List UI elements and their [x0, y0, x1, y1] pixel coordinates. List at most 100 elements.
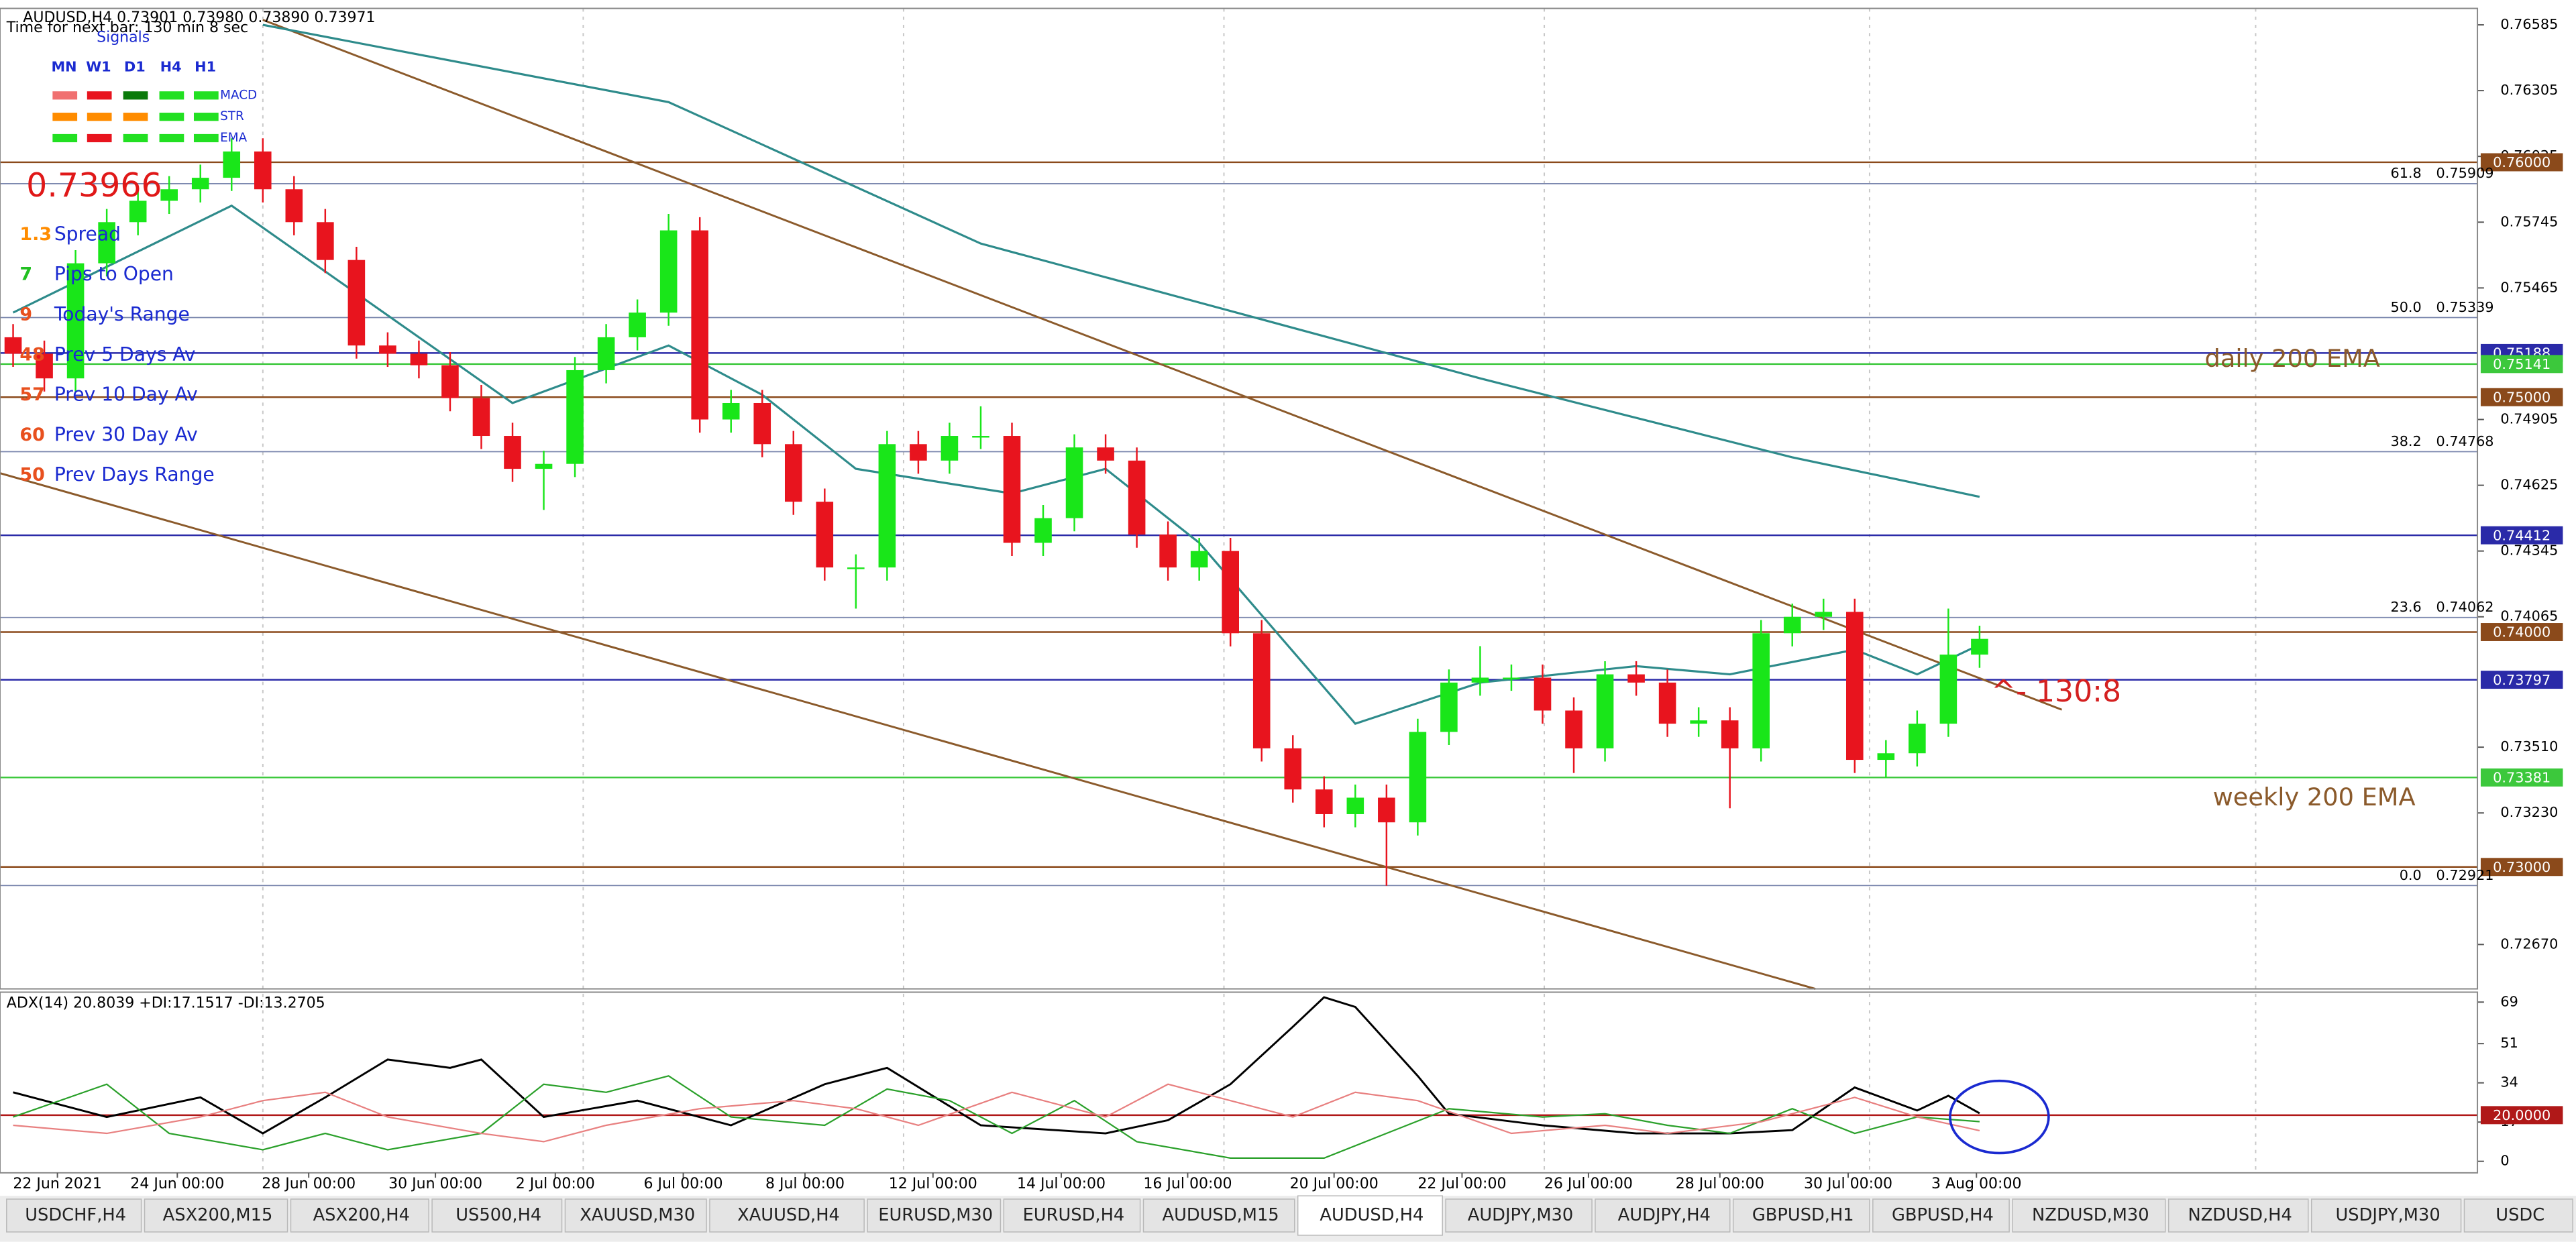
tab[interactable]	[1297, 1195, 1443, 1236]
tab-label[interactable]: AUDUSD,H4	[1320, 1205, 1424, 1225]
level-label: 0.74000	[2493, 624, 2551, 640]
level-label-box	[2480, 526, 2563, 545]
candle-body	[1252, 633, 1271, 748]
candle-body	[1503, 677, 1520, 679]
tab-label[interactable]: US500,H4	[455, 1205, 541, 1225]
candle-body	[878, 444, 896, 568]
x-tick-label: 14 Jul 00:00	[1017, 1176, 1106, 1192]
adx-y-tick-label: 69	[2500, 993, 2518, 1009]
y-tick-label: 0.76585	[2500, 16, 2558, 32]
tab-label[interactable]: USDCHF,H4	[25, 1205, 126, 1225]
tab-label[interactable]: NZDUSD,M30	[2032, 1205, 2149, 1225]
x-tick-label: 6 Jul 00:00	[643, 1176, 722, 1192]
fib-ratio: 61.8	[2390, 165, 2421, 181]
tab-label[interactable]: XAUUSD,M30	[580, 1205, 695, 1225]
candle-body	[691, 230, 708, 420]
fib-price: 0.75339	[2436, 299, 2494, 315]
tab[interactable]	[1142, 1198, 1295, 1233]
candle-body	[1097, 447, 1114, 461]
candle-body	[1815, 612, 1833, 617]
tab-label[interactable]: EURUSD,M30	[878, 1205, 993, 1225]
tab-label[interactable]: GBPUSD,H4	[1892, 1205, 1994, 1225]
candle-body	[1909, 724, 1926, 754]
tab[interactable]	[6, 1198, 142, 1233]
tabs: USDCHF,H4 ASX200,M15 ASX200,H4 US500,H4 XAUU…	[6, 1195, 2573, 1236]
candle-body	[535, 463, 553, 469]
stat-value: 57	[19, 384, 44, 405]
x-tick-label: 2 Jul 00:00	[516, 1176, 595, 1192]
candle-body	[941, 436, 959, 461]
x-tick-label: 30 Jun 00:00	[388, 1176, 482, 1192]
tab[interactable]	[290, 1198, 429, 1233]
y-tick-label: 0.73230	[2500, 804, 2558, 820]
symbol-title: AUDUSD,H4 0.73901 0.73980 0.73890 0.7397…	[23, 9, 375, 26]
highlight-circle	[1949, 1079, 2050, 1155]
tab-label[interactable]: AUDUSD,M15	[1163, 1205, 1279, 1225]
x-tick-label: 8 Jul 00:00	[765, 1176, 845, 1192]
signal-cell	[52, 91, 78, 100]
y-tick-label: 0.75465	[2500, 279, 2558, 295]
tab-label[interactable]: USDC	[2496, 1205, 2544, 1225]
tab-label[interactable]: NZDUSD,H4	[2188, 1205, 2292, 1225]
candle-body	[4, 337, 22, 354]
signal-column: H1	[195, 59, 216, 75]
stat-label: Prev 5 Days Av	[54, 343, 196, 365]
tab[interactable]	[1445, 1198, 1593, 1233]
tab[interactable]	[431, 1198, 563, 1233]
tab[interactable]	[709, 1198, 865, 1233]
candle-body	[1534, 677, 1552, 711]
adx-line	[13, 1075, 1980, 1159]
tab[interactable]	[2167, 1198, 2309, 1233]
tab-label[interactable]: ASX200,M15	[163, 1205, 273, 1225]
candle-body	[160, 189, 178, 201]
adx-level-label: 20.0000	[2493, 1107, 2551, 1123]
tab-label[interactable]: USDJPY,M30	[2335, 1205, 2440, 1225]
signal-cell	[123, 113, 148, 121]
signal-cell	[159, 133, 184, 143]
stat-value: 50	[19, 465, 44, 486]
level-label-box	[2480, 768, 2563, 787]
tab-label[interactable]: AUDJPY,M30	[1468, 1205, 1573, 1225]
fib-ratio: 38.2	[2390, 433, 2421, 449]
candle-body	[972, 436, 989, 438]
level-label-box	[2480, 858, 2563, 877]
candle-body	[1065, 447, 1083, 518]
candle-body	[285, 189, 303, 223]
tab[interactable]	[867, 1198, 1002, 1233]
tab[interactable]	[2463, 1198, 2573, 1233]
ema-line	[262, 23, 1980, 498]
tab-label[interactable]: ASX200,H4	[313, 1205, 410, 1225]
candle-body	[254, 151, 272, 190]
adx-frame	[0, 991, 2479, 1174]
candle-body	[1315, 789, 1333, 814]
candle-body	[1752, 633, 1770, 748]
candle-body	[784, 444, 802, 502]
tab[interactable]	[1732, 1198, 1870, 1233]
tab-label[interactable]: AUDJPY,H4	[1618, 1205, 1711, 1225]
tab[interactable]	[1872, 1198, 2010, 1233]
annotation: weekly 200 EMA	[2213, 783, 2416, 811]
adx-level-box	[2480, 1106, 2563, 1125]
level-label: 0.75141	[2493, 356, 2551, 372]
tab[interactable]	[1003, 1198, 1141, 1233]
signal-cell	[193, 91, 219, 100]
signal-row: EMA	[220, 131, 247, 145]
level-label: 0.73381	[2493, 770, 2551, 786]
tab[interactable]	[144, 1198, 288, 1233]
tab[interactable]	[1595, 1198, 1731, 1233]
x-tick-label: 20 Jul 00:00	[1290, 1176, 1379, 1192]
stat-value: 48	[19, 344, 44, 365]
candle-body	[223, 151, 241, 178]
tab-label[interactable]: GBPUSD,H1	[1752, 1205, 1854, 1225]
tab[interactable]	[2310, 1198, 2462, 1233]
tab-label[interactable]: EURUSD,H4	[1023, 1205, 1125, 1225]
tab[interactable]	[564, 1198, 707, 1233]
tab-label[interactable]: XAUUSD,H4	[737, 1205, 840, 1225]
candle-body	[753, 402, 771, 445]
stat-value: 7	[19, 264, 32, 285]
tab[interactable]	[2012, 1198, 2166, 1233]
level-label-box	[2480, 355, 2563, 374]
time-separators	[262, 8, 2257, 1173]
